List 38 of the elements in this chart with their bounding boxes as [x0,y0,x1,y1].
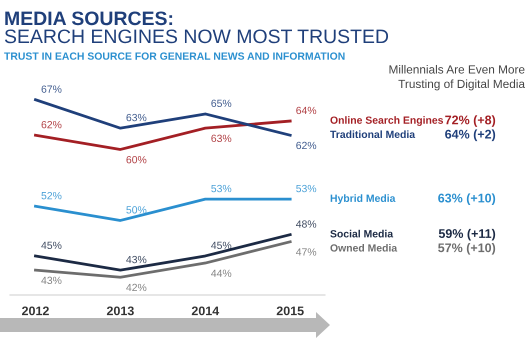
text: 64% (+2) [445,129,496,142]
x-tick-label: 2012 [22,306,49,316]
x-tick-label: 2014 [192,306,220,316]
chart-subtitle: SEARCH ENGINES NOW MOST TRUSTED [4,29,388,44]
data-label: 63% [126,114,146,122]
data-label: 53% [296,184,316,192]
data-label: 47% [296,248,316,256]
data-label: 43% [126,256,146,264]
text: Traditional Media [330,130,416,138]
data-label: 44% [211,270,232,277]
data-label: 42% [126,284,146,292]
data-label: 62% [296,142,316,150]
data-label: 52% [41,192,62,200]
x-tick-label: 2013 [106,306,134,316]
text: Millennials Are Even More Trusting of Digital Media [389,64,526,90]
text: 72% (+8) [445,115,496,127]
data-label: 62% [42,120,62,128]
text: 63% (+10) [438,193,496,205]
data-label: 43% [41,276,62,284]
data-label: 45% [41,242,62,250]
text: Social Media [330,230,394,238]
data-label: 63% [211,134,232,142]
data-label: 50% [126,206,146,214]
text: Online Search Engines [330,116,444,126]
text: Owned Media [330,244,398,252]
data-label: 67% [42,85,62,93]
data-label: 60% [126,156,146,164]
data-label: 65% [211,100,232,108]
x-tick-label: 2015 [276,306,304,316]
text: TRUST IN EACH SOURCE FOR GENERAL NEWS AND INFORMATION [4,52,345,60]
text: 57% (+10) [438,243,496,255]
text: Hybrid Media [330,194,396,204]
data-label: 48% [296,220,316,228]
data-label: 53% [211,184,232,192]
text: 59% (+11) [438,228,496,240]
data-label: 45% [211,242,232,250]
data-label: 64% [296,106,316,114]
chart-title: MEDIA SOURCES: [5,11,172,26]
